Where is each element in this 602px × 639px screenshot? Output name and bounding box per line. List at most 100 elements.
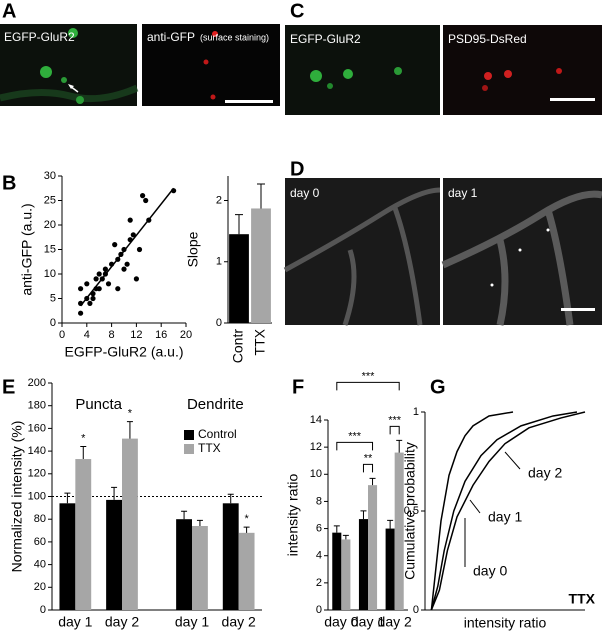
bar — [358, 519, 368, 610]
point — [140, 193, 146, 199]
error-bar — [64, 492, 71, 504]
y-axis-label: Normalized intensity (%) — [9, 421, 25, 573]
panel-letter: C — [290, 0, 304, 22]
y-tick-label: 40 — [34, 559, 46, 571]
label-leader — [504, 451, 521, 470]
bracket — [362, 463, 374, 473]
point — [130, 232, 136, 238]
y-tick-label: 12 — [310, 441, 322, 453]
image-label: anti-GFP — [147, 30, 195, 44]
point — [127, 217, 133, 223]
panel-letter: B — [2, 172, 16, 194]
image-label: day 0 — [290, 186, 320, 200]
panel-letter: G — [430, 376, 446, 398]
point — [102, 266, 108, 272]
bar — [385, 528, 395, 610]
point — [124, 261, 130, 267]
significance: * — [81, 432, 86, 444]
bar — [251, 208, 271, 323]
legend-label: TTX — [198, 441, 221, 455]
point — [133, 276, 139, 282]
x-tick-label: Contr — [230, 329, 246, 364]
image — [285, 25, 440, 115]
point — [93, 276, 99, 282]
point — [96, 286, 102, 292]
x-tick-label: 12 — [130, 329, 142, 341]
point — [112, 242, 118, 248]
legend-swatch — [184, 430, 194, 440]
panel-letter: F — [292, 376, 304, 398]
error-bar — [333, 525, 340, 533]
point — [121, 266, 127, 272]
bar — [238, 532, 255, 610]
x-tick-label: 4 — [84, 329, 90, 341]
y-tick-label: 20 — [44, 219, 56, 231]
image-label: EGFP-GluR2 — [290, 32, 361, 46]
bar — [332, 532, 342, 610]
x-tick-label: day 2 — [105, 614, 139, 630]
bracket — [336, 381, 400, 391]
error-bar — [227, 493, 234, 504]
bar — [192, 526, 208, 610]
significance: *** — [362, 370, 376, 382]
y-tick-label: 2 — [216, 194, 222, 206]
y-tick-label: 100 — [28, 490, 46, 502]
y-tick-label: 140 — [28, 445, 46, 457]
significance: ** — [364, 452, 373, 464]
point — [84, 281, 90, 287]
x-tick-label: day 2 — [378, 614, 412, 630]
point — [105, 281, 112, 287]
significance: *** — [388, 414, 402, 426]
image-panels — [0, 24, 602, 326]
y-tick-label: 4 — [316, 550, 322, 562]
y-tick-label: 0 — [216, 317, 222, 329]
cdf-line — [430, 411, 578, 611]
significance: * — [128, 407, 133, 419]
y-tick-label: 30 — [44, 170, 56, 182]
image-label: EGFP-GluR2 — [4, 30, 75, 44]
bar — [59, 503, 76, 610]
significance: *** — [348, 430, 362, 442]
error-bar — [342, 534, 349, 540]
series-label: day 2 — [528, 465, 562, 481]
error-bar — [257, 183, 265, 209]
y-tick-label: 0 — [316, 604, 322, 616]
x-tick-label: 16 — [155, 329, 167, 341]
y-tick-label: 2 — [316, 577, 322, 589]
point — [78, 310, 84, 316]
x-tick-label: 20 — [180, 329, 192, 341]
y-tick-label: 120 — [28, 468, 46, 480]
bar — [368, 485, 378, 610]
y-tick-label: 15 — [44, 243, 56, 255]
point — [143, 197, 149, 204]
bar — [341, 539, 351, 610]
y-tick-label: 60 — [34, 536, 46, 548]
error-bar — [126, 421, 133, 439]
x-tick-label: day 0 — [324, 614, 358, 630]
y-axis-label: anti-GFP (a.u.) — [19, 203, 35, 295]
bar — [394, 452, 404, 610]
y-tick-label: 1 — [413, 406, 419, 418]
y-tick-label: 200 — [28, 377, 46, 389]
point — [115, 286, 121, 292]
legend-swatch — [184, 444, 194, 454]
bracket — [389, 425, 400, 435]
point — [136, 246, 143, 253]
y-tick-label: 0.5 — [404, 505, 419, 517]
y-tick-label: 8 — [316, 495, 322, 507]
legend-label: Control — [198, 427, 237, 441]
y-tick-label: 10 — [310, 468, 322, 480]
y-tick-label: 0 — [40, 604, 46, 616]
x-tick-label: TTX — [252, 328, 268, 355]
fit-line — [80, 187, 175, 307]
x-tick-label: 8 — [109, 329, 115, 341]
y-tick-label: 0 — [413, 604, 419, 616]
bar — [75, 459, 92, 610]
panel-letter: A — [2, 0, 16, 22]
y-tick-label: 5 — [50, 292, 56, 304]
y-tick-label: 0 — [50, 317, 56, 329]
image-note: (surface staining) — [200, 32, 269, 42]
y-axis-label: Slope — [185, 231, 201, 267]
x-tick-label: day 1 — [351, 614, 385, 630]
